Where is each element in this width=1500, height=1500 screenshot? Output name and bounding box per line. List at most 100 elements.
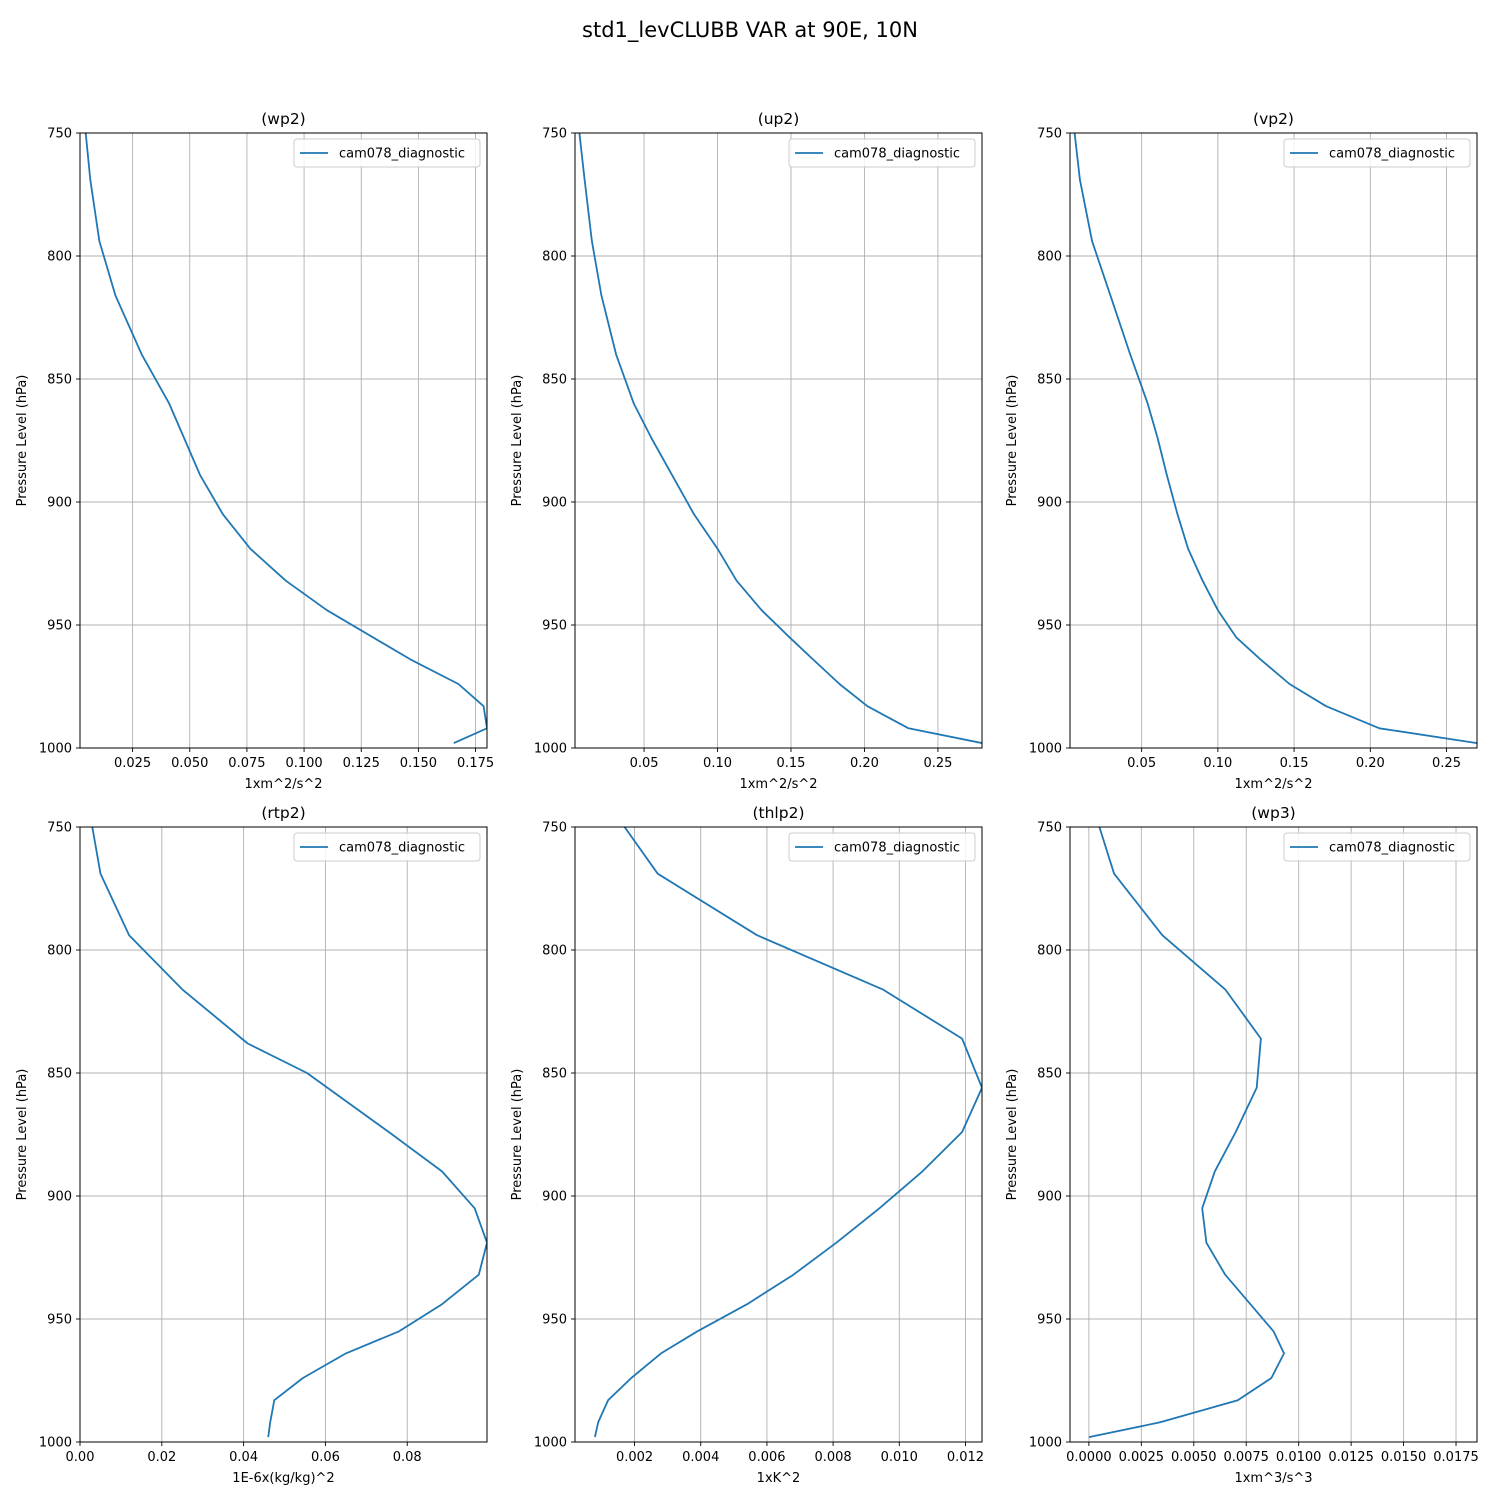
panel-title: (thlp2)	[752, 804, 804, 822]
series-line-1	[91, 827, 487, 1438]
y-tick-label: 950	[47, 619, 72, 634]
axes-frame	[574, 826, 983, 1443]
y-tick-label: 1000	[1029, 1436, 1062, 1451]
x-tick-label: 0.175	[457, 756, 494, 771]
x-tick-label: 0.150	[400, 756, 437, 771]
chart-panel-6: (wp3) 0.0000 0.0025 0.0050 0.0075 0.0100 0.012…	[1005, 804, 1479, 1486]
y-tick-label: 1000	[534, 1436, 567, 1451]
x-tick-label: 0.002	[616, 1450, 653, 1465]
x-tick-label: 0.012	[947, 1450, 984, 1465]
x-tick-label: 0.0075	[1223, 1450, 1269, 1465]
legend-label: cam078_diagnostic	[1329, 147, 1455, 162]
y-tick-label: 900	[1037, 1190, 1062, 1205]
series-line-1	[594, 827, 982, 1438]
y-axis-label: Pressure Level (hPa)	[510, 1069, 525, 1201]
x-axis-label: 1xm^2/s^2	[244, 777, 322, 792]
chart-panel-5: (thlp2) 0.002 0.004 0.006 0.008 0.010 0.012 750…	[510, 804, 984, 1486]
y-tick-label: 750	[47, 127, 72, 142]
y-tick-label: 1000	[1029, 742, 1062, 757]
series-line-1	[1073, 133, 1477, 744]
x-tick-label: 0.10	[1203, 756, 1232, 771]
legend-label: cam078_diagnostic	[339, 841, 465, 856]
y-tick-label: 900	[542, 1190, 567, 1205]
x-tick-label: 0.100	[285, 756, 322, 771]
axes-frame	[574, 132, 983, 749]
y-axis-label: Pressure Level (hPa)	[1005, 1069, 1020, 1201]
x-tick-label: 0.0175	[1433, 1450, 1479, 1465]
x-tick-label: 0.075	[228, 756, 265, 771]
x-axis-label: 1xK^2	[757, 1471, 801, 1486]
x-tick-label: 0.10	[703, 756, 732, 771]
panel-title: (rtp2)	[261, 804, 305, 822]
chart-panel-1: (wp2) 0.025 0.050 0.075 0.100 0.125 0.150 0.175…	[15, 110, 494, 792]
y-tick-label: 850	[47, 373, 72, 388]
x-tick-label: 0.0125	[1328, 1450, 1374, 1465]
panel-title: (wp2)	[261, 110, 305, 128]
legend-box	[293, 832, 481, 862]
chart-panel-4: (rtp2) 0.00 0.02 0.04 0.06 0.08 750 800 850 900 95…	[15, 804, 488, 1486]
x-tick-label: 0.15	[1280, 756, 1309, 771]
x-tick-label: 0.025	[114, 756, 151, 771]
y-tick-label: 850	[542, 1067, 567, 1082]
x-tick-label: 0.004	[682, 1450, 719, 1465]
x-tick-label: 0.05	[1127, 756, 1156, 771]
legend-label: cam078_diagnostic	[339, 147, 465, 162]
x-tick-label: 0.0050	[1171, 1450, 1217, 1465]
y-tick-label: 900	[1037, 496, 1062, 511]
y-tick-label: 950	[47, 1313, 72, 1328]
x-tick-label: 0.0100	[1276, 1450, 1322, 1465]
y-tick-label: 1000	[39, 1436, 72, 1451]
y-tick-label: 1000	[534, 742, 567, 757]
axes-frame	[1069, 826, 1478, 1443]
axes-frame	[1069, 132, 1478, 749]
series-line-1	[84, 133, 487, 744]
y-tick-label: 800	[47, 944, 72, 959]
x-tick-label: 0.08	[393, 1450, 422, 1465]
x-tick-label: 0.010	[881, 1450, 918, 1465]
y-tick-label: 750	[1037, 127, 1062, 142]
y-axis-label: Pressure Level (hPa)	[510, 375, 525, 507]
x-tick-label: 0.20	[850, 756, 879, 771]
x-tick-label: 0.20	[1356, 756, 1385, 771]
y-axis-label: Pressure Level (hPa)	[15, 375, 30, 507]
x-tick-label: 0.0150	[1381, 1450, 1427, 1465]
y-axis-label: Pressure Level (hPa)	[15, 1069, 30, 1201]
y-tick-label: 1000	[39, 742, 72, 757]
x-tick-label: 0.125	[343, 756, 380, 771]
y-tick-label: 800	[542, 250, 567, 265]
y-tick-label: 950	[1037, 619, 1062, 634]
y-tick-label: 750	[47, 821, 72, 836]
panel-title: (vp2)	[1253, 110, 1294, 128]
y-tick-label: 950	[542, 1313, 567, 1328]
x-tick-label: 0.04	[229, 1450, 258, 1465]
y-tick-label: 800	[47, 250, 72, 265]
legend-box	[1283, 832, 1471, 862]
y-axis-label: Pressure Level (hPa)	[1005, 375, 1020, 507]
x-tick-label: 0.15	[777, 756, 806, 771]
series-line-1	[1088, 827, 1285, 1438]
legend-label: cam078_diagnostic	[834, 841, 960, 856]
x-tick-label: 0.00	[66, 1450, 95, 1465]
y-tick-label: 850	[542, 373, 567, 388]
y-tick-label: 800	[542, 944, 567, 959]
legend-label: cam078_diagnostic	[834, 147, 960, 162]
series-line-1	[578, 133, 982, 744]
x-tick-label: 0.008	[814, 1450, 851, 1465]
y-tick-label: 750	[542, 821, 567, 836]
y-tick-label: 900	[47, 1190, 72, 1205]
x-axis-label: 1xm^3/s^3	[1234, 1471, 1312, 1486]
figure-title: std1_levCLUBB VAR at 90E, 10N	[582, 18, 918, 43]
y-tick-label: 850	[1037, 1067, 1062, 1082]
legend-box	[293, 138, 481, 168]
panel-title: (up2)	[758, 110, 800, 128]
panels-group: (wp2) 0.025 0.050 0.075 0.100 0.125 0.150 0.175…	[15, 110, 1479, 1486]
x-tick-label: 0.25	[923, 756, 952, 771]
x-tick-label: 0.006	[748, 1450, 785, 1465]
axes-frame	[79, 826, 488, 1443]
x-tick-label: 0.0000	[1066, 1450, 1112, 1465]
axes-frame	[79, 132, 488, 749]
x-tick-label: 0.0025	[1119, 1450, 1165, 1465]
x-axis-label: 1E-6x(kg/kg)^2	[232, 1471, 334, 1486]
